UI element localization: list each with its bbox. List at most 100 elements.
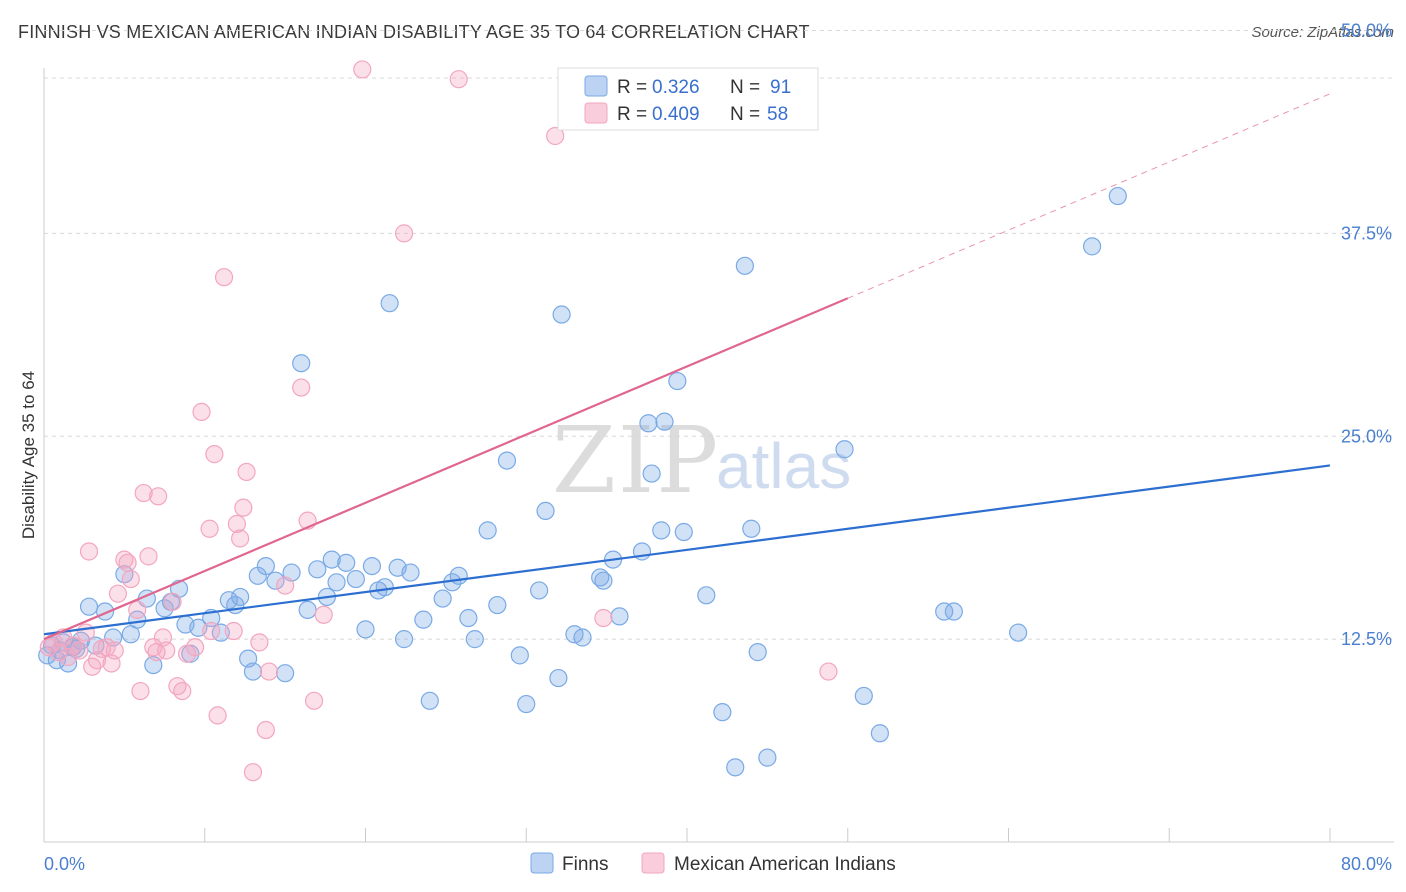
finns-point-28 [231, 587, 250, 607]
finns-point-57 [459, 608, 478, 628]
mai-point-53 [353, 60, 372, 79]
finns-point-38 [308, 560, 327, 579]
series-legend: Finns Mexican American Indians [530, 852, 896, 875]
finns-point-84 [735, 256, 754, 275]
finns-point-62 [510, 646, 529, 665]
finns-point-66 [549, 668, 568, 688]
finns-point-75 [639, 414, 658, 433]
mai-n-label: N = [730, 104, 760, 125]
mai-n-value: 58 [767, 104, 788, 125]
finns-point-45 [362, 556, 382, 576]
mai-point-48 [276, 576, 295, 595]
mai-point-37 [208, 706, 227, 725]
finns-point-77 [652, 521, 671, 540]
mai-point-44 [243, 763, 263, 782]
finns-point-40 [322, 550, 341, 569]
mai-point-16 [115, 550, 134, 569]
finns-point-80 [674, 522, 693, 542]
finns-n-value: 91 [770, 77, 791, 98]
mai-point-36 [205, 445, 224, 464]
mai-point-30 [173, 681, 192, 701]
y-axis-title: Disability Age 35 to 64 [19, 371, 38, 539]
mai-legend-swatch [584, 102, 608, 124]
finns-point-89 [854, 686, 873, 706]
finns-point-51 [401, 563, 420, 582]
finns-point-48 [380, 294, 399, 313]
x-tick-label-min: 0.0% [44, 854, 85, 874]
mai-point-17 [118, 553, 137, 572]
finns-point-88 [835, 440, 854, 459]
mai-point-52 [314, 605, 333, 624]
finns-point-93 [1009, 623, 1028, 642]
finns-point-50 [394, 630, 414, 649]
mai-point-8 [79, 542, 99, 561]
finns-point-41 [327, 573, 346, 592]
mai-point-57 [594, 608, 613, 628]
mai-point-28 [163, 592, 182, 611]
finns-point-12 [104, 628, 123, 647]
finns-point-70 [591, 568, 610, 587]
finns-point-94 [1082, 237, 1102, 256]
finns-point-85 [742, 519, 761, 538]
mai-trend-line [43, 297, 849, 641]
finns-n-label: N = [730, 77, 760, 98]
stats-legend: R = 0.326 N = 91 R = 0.409 N = 58 [557, 67, 819, 131]
finns-point-53 [420, 691, 439, 710]
finns-point-15 [128, 610, 147, 629]
finns-point-30 [243, 662, 263, 681]
trend-lines [43, 93, 1331, 641]
finns-point-79 [668, 371, 687, 391]
finns-point-42 [337, 553, 356, 572]
finns-point-60 [488, 595, 507, 615]
mai-point-41 [231, 529, 250, 548]
finns-point-56 [449, 566, 468, 585]
chart-title: FINNISH VS MEXICAN AMERICAN INDIAN DISAB… [18, 22, 810, 42]
mai-point-35 [202, 621, 221, 641]
x-tick-label-max: 80.0% [1341, 854, 1392, 874]
finns-point-92 [944, 602, 963, 621]
watermark-zip: ZIP [552, 407, 720, 514]
mai-point-38 [214, 268, 234, 287]
finns-point-81 [697, 586, 716, 605]
finns-point-91 [935, 602, 954, 621]
series-mexican-american-indians-points [39, 60, 838, 782]
finns-point-78 [655, 412, 674, 431]
finns-point-9 [79, 597, 99, 616]
finns-point-83 [726, 758, 745, 777]
finns-point-44 [356, 620, 375, 639]
mai-trend-extension [847, 93, 1331, 299]
mai-point-39 [224, 621, 243, 641]
mai-point-34 [200, 519, 219, 538]
mai-point-20 [131, 681, 150, 701]
watermark-atlas: atlas [716, 430, 851, 502]
y-tick-labels: 12.5% 25.0% 37.5% 50.0% [1341, 21, 1392, 650]
finns-bottom-swatch [530, 852, 554, 874]
finns-point-65 [536, 501, 555, 521]
mai-point-18 [121, 569, 140, 589]
mai-point-15 [108, 584, 128, 603]
mai-point-49 [292, 378, 311, 397]
finns-point-34 [276, 664, 295, 683]
mai-point-45 [250, 633, 269, 652]
mai-point-10 [87, 651, 107, 670]
mai-point-46 [256, 720, 275, 740]
mai-point-54 [394, 224, 414, 243]
mai-point-25 [149, 487, 168, 506]
finns-r-value: 0.326 [652, 77, 700, 98]
mai-r-value: 0.409 [652, 104, 700, 125]
y-tick-label-2: 37.5% [1341, 223, 1392, 243]
finns-point-64 [530, 581, 549, 600]
finns-point-43 [346, 569, 365, 589]
finns-point-82 [713, 703, 732, 722]
finns-point-36 [292, 354, 311, 373]
finns-point-90 [870, 724, 890, 743]
finns-point-58 [465, 630, 484, 649]
finns-point-33 [266, 571, 285, 590]
finns-point-63 [517, 694, 536, 714]
mai-point-47 [259, 662, 279, 681]
mai-point-42 [234, 498, 253, 517]
finns-point-73 [610, 607, 629, 626]
mai-point-21 [134, 483, 153, 503]
finns-point-87 [758, 748, 777, 767]
